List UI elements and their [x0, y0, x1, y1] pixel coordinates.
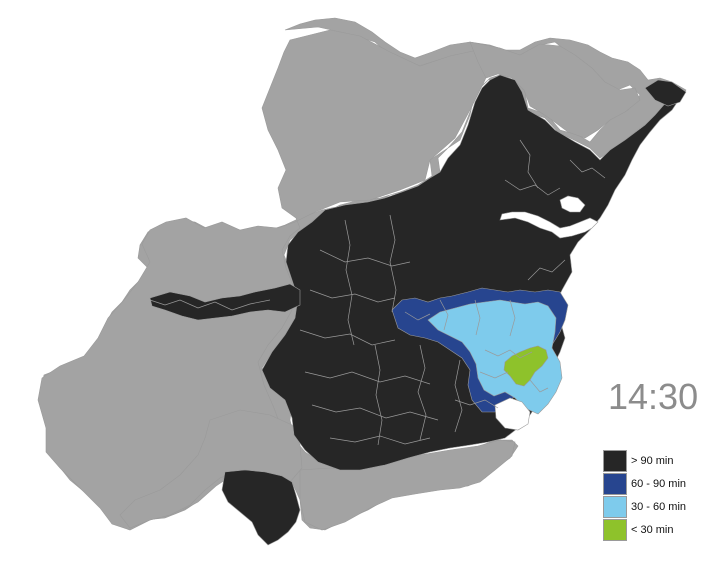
bay-water	[494, 397, 531, 431]
map-region-over-90-west-tongue	[149, 283, 301, 321]
map-region-over-90-south	[221, 469, 301, 546]
legend-item-60-90: 60 - 90 min	[603, 473, 686, 495]
map-region-over-90-northeast-tip	[644, 79, 687, 107]
legend-item-over-90: > 90 min	[603, 450, 686, 472]
legend-item-under-30: < 30 min	[603, 519, 686, 541]
suburb-boundaries	[149, 139, 606, 446]
map-region-over-90	[261, 74, 681, 471]
legend: > 90 min 60 - 90 min 30 - 60 min < 30 mi…	[603, 450, 686, 542]
legend-label-60-90: 60 - 90 min	[631, 478, 687, 490]
legend-swatch-60-90	[603, 473, 627, 495]
legend-swatch-30-60	[603, 496, 627, 518]
map-region-under-30	[503, 345, 549, 387]
legend-swatch-under-30	[603, 519, 627, 541]
legend-label-under-30: < 30 min	[631, 524, 674, 536]
legend-label-over-90: > 90 min	[631, 455, 674, 467]
legend-label-30-60: 30 - 60 min	[631, 501, 687, 513]
time-label: 14:30	[608, 376, 699, 417]
harbour-water	[499, 211, 599, 239]
map-region-30-60	[427, 299, 563, 415]
legend-swatch-over-90	[603, 450, 627, 472]
legend-item-30-60: 30 - 60 min	[603, 496, 686, 518]
map-region-outside-north	[469, 41, 641, 139]
inlet-water	[559, 195, 586, 213]
map-region-outside-west	[37, 29, 493, 531]
